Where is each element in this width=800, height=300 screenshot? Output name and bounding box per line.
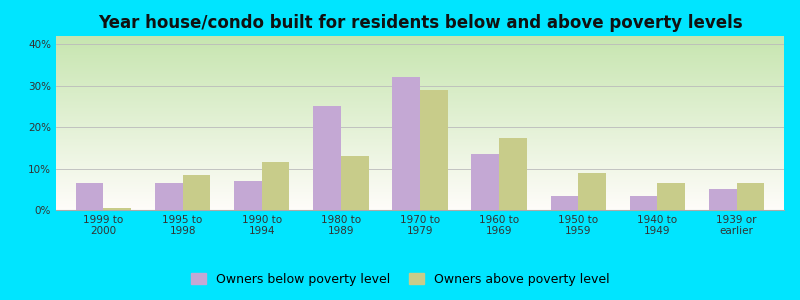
Bar	[471, 154, 499, 210]
Title: Year house/condo built for residents below and above poverty levels: Year house/condo built for residents bel…	[98, 14, 742, 32]
Bar	[420, 90, 448, 210]
Legend: Owners below poverty level, Owners above poverty level: Owners below poverty level, Owners above…	[186, 268, 614, 291]
Bar	[709, 189, 737, 210]
Bar	[499, 137, 527, 210]
Bar	[313, 106, 341, 210]
Bar	[630, 196, 658, 210]
Bar	[392, 77, 420, 210]
Bar	[103, 208, 131, 210]
Bar	[737, 183, 764, 210]
Bar	[155, 183, 182, 210]
Bar	[578, 173, 606, 210]
Bar	[234, 181, 262, 210]
Bar	[341, 156, 369, 210]
Bar	[182, 175, 210, 210]
Bar	[262, 162, 290, 210]
Bar	[658, 183, 685, 210]
Bar	[550, 196, 578, 210]
Bar	[76, 183, 103, 210]
